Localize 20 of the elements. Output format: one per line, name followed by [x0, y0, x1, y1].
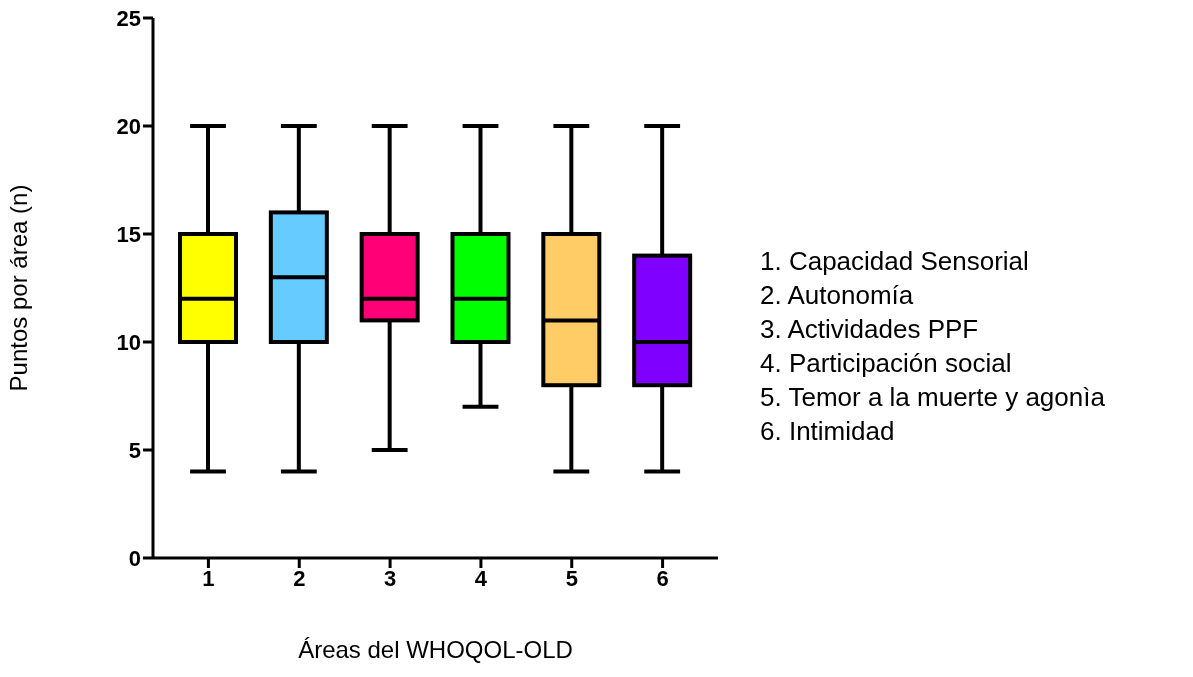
- text: 6. Intimidad: [760, 415, 896, 448]
- text: 3. Actividades PPF: [760, 313, 980, 346]
- x-tick-label: 6: [656, 565, 669, 591]
- y-tick-label: 0: [128, 545, 141, 571]
- text: 4. Participación social: [760, 347, 1013, 380]
- text: 5. Temor a la muerte y agonìa: [760, 381, 1105, 414]
- x-tick-label: 3: [383, 565, 397, 591]
- x-tick-label: 4: [474, 565, 488, 591]
- x-tick-label: 2: [293, 565, 306, 591]
- x-tick-label: 5: [565, 565, 578, 591]
- y-tick-label: 25: [116, 5, 141, 31]
- x-tick-label: 1: [202, 565, 215, 591]
- y-axis-title: Puntos por área (n): [4, 184, 32, 392]
- x-axis-title: Áreas del WHOQOL-OLD: [298, 636, 573, 663]
- text: 1. Capacidad Sensorial: [760, 245, 1030, 278]
- y-tick-label: 5: [128, 437, 141, 463]
- y-tick-label: 10: [116, 329, 141, 355]
- y-tick-label: 20: [116, 113, 141, 139]
- y-tick-label: 15: [116, 221, 141, 247]
- text: 2. Autonomía: [760, 279, 915, 312]
